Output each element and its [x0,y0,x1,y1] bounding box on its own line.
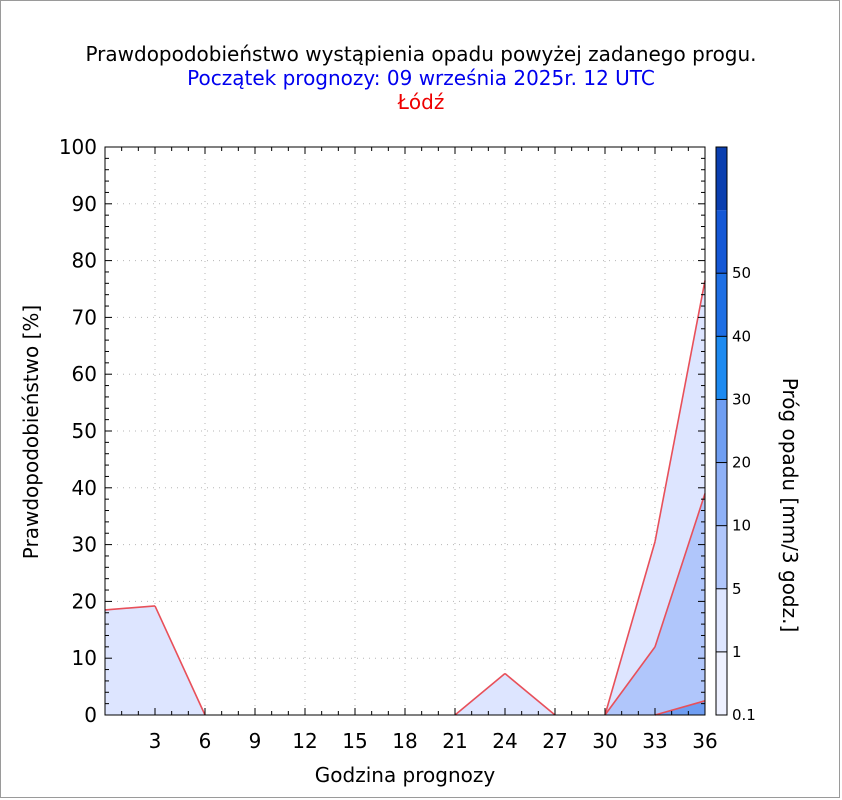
colorbar-segment [716,588,727,652]
colorbar-segment [716,651,727,715]
colorbar-tick-label: 20 [732,454,751,472]
colorbar-segment [716,210,727,274]
series-line-0.1 [104,605,156,611]
x-tick-label: 36 [692,729,717,753]
threshold-colorbar: 0.1 1 5 10 20 30 40 50 [715,146,756,724]
colorbar-segment [716,399,727,463]
forecast-start-subtitle: Początek prognozy: 09 września 2025r. 12… [187,66,655,90]
x-tick-label: 6 [199,729,212,753]
colorbar-tick-label: 1 [732,643,742,661]
location-subtitle: Łódź [397,90,445,114]
series-area-1 [105,493,705,715]
series-line-1 [604,646,656,716]
x-tick-label: 15 [342,729,367,753]
y-axis-label: Prawdopodobieństwo [%] [19,305,43,559]
y-tick-label: 100 [59,135,97,159]
chart-title: Prawdopodobieństwo wystąpienia opadu pow… [85,42,757,66]
colorbar-segment [716,147,727,211]
x-axis-label: Godzina prognozy [315,763,496,787]
x-tick-label: 9 [249,729,262,753]
colorbar-tick-label: 5 [732,580,742,598]
series-line-1 [654,493,706,648]
x-tick-label: 18 [392,729,417,753]
y-tick-label: 20 [72,589,97,613]
y-tick-label: 60 [72,362,97,386]
colorbar-segment [716,336,727,400]
y-tick-label: 0 [84,703,97,727]
series-line-0.1 [454,672,506,716]
series-line-0.1 [154,605,206,716]
y-tick-label: 10 [72,646,97,670]
series-line-0.1 [504,672,556,716]
y-tick-label: 30 [72,533,97,557]
y-tick-label: 90 [72,192,97,216]
x-tick-label: 12 [292,729,317,753]
y-tick-label: 50 [72,419,97,443]
x-tick-label: 3 [149,729,162,753]
series-line-5 [654,700,706,716]
y-tick-label: 40 [72,476,97,500]
y-tick-label: 80 [72,249,97,273]
y-tick-label: 70 [72,305,97,329]
colorbar-tick-label: 50 [732,264,751,282]
x-tick-label: 21 [442,729,467,753]
colorbar-tick-label: 10 [732,517,751,535]
series-line-0.1 [604,541,656,716]
colorbar-tick-label: 30 [732,390,751,408]
colorbar-segment [716,462,727,526]
colorbar-label: Próg opadu [mm/3 godz.] [778,378,802,633]
colorbar-segment [716,525,727,589]
x-tick-label: 33 [642,729,667,753]
x-tick-label: 30 [592,729,617,753]
colorbar-tick-label: 40 [732,327,751,345]
series-line-0.1 [654,280,706,542]
x-tick-label: 27 [542,729,567,753]
x-tick-label: 24 [492,729,517,753]
colorbar-segment [716,273,727,337]
colorbar-tick-label: 0.1 [732,706,756,724]
